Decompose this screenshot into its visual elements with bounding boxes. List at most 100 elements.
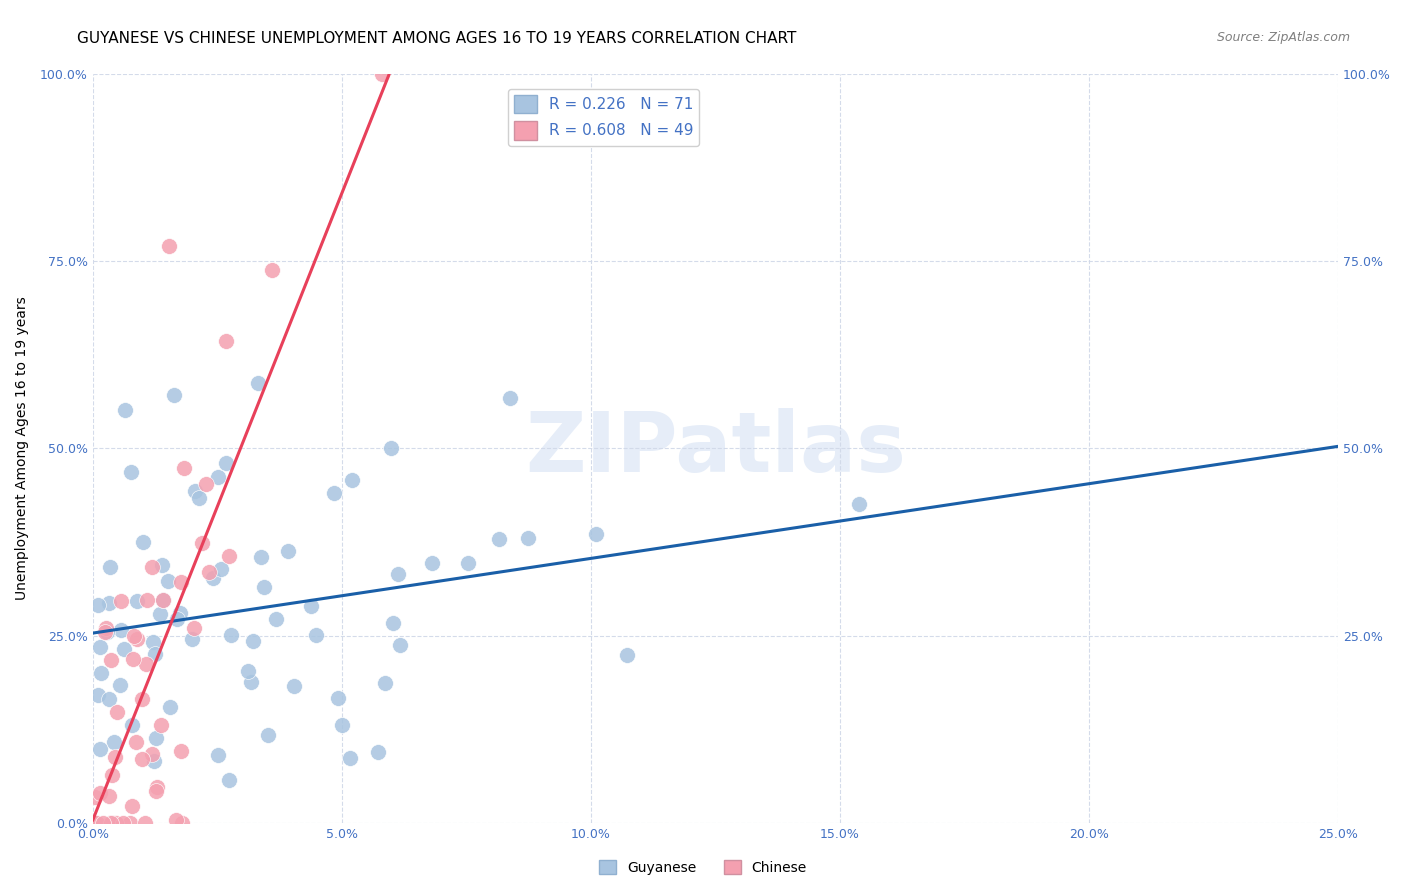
Point [215,456,238,470]
Point [159,700,181,714]
Point [100,815,122,830]
Point [152,593,174,607]
Point [98,789,121,803]
Legend: Guyanese, Chinese: Guyanese, Chinese [593,855,813,880]
Point [169,607,191,621]
Point [110,623,132,637]
Point [305,628,328,642]
Point [104,750,127,764]
Point [238,665,260,679]
Point [367,745,389,759]
Point [87,598,110,612]
Point [188,491,211,505]
Point [96,624,118,639]
Point [124,735,146,749]
Point [371,66,394,80]
Point [173,461,195,475]
Text: Source: ZipAtlas.com: Source: ZipAtlas.com [1216,31,1350,45]
Point [134,815,156,830]
Point [165,813,187,827]
Point [301,599,323,613]
Legend: R = 0.226   N = 71, R = 0.608   N = 49: R = 0.226 N = 71, R = 0.608 N = 49 [508,88,699,145]
Point [93,815,115,830]
Point [135,657,157,671]
Point [118,815,141,830]
Point [100,653,122,667]
Point [585,527,607,541]
Point [207,748,229,763]
Point [90,666,112,681]
Point [283,679,305,693]
Point [87,688,110,702]
Point [219,628,242,642]
Point [380,441,402,455]
Point [86,815,108,830]
Point [457,556,479,570]
Point [132,535,155,549]
Point [163,388,186,402]
Point [198,565,221,579]
Point [110,594,132,608]
Point [207,469,229,483]
Text: ZIPatlas: ZIPatlas [524,408,905,489]
Point [157,239,180,253]
Point [141,747,163,761]
Point [616,648,638,662]
Point [93,625,115,640]
Point [89,742,111,756]
Point [141,559,163,574]
Point [98,596,121,610]
Point [517,531,540,545]
Point [242,634,264,648]
Point [499,392,522,406]
Point [145,731,167,746]
Point [330,718,353,732]
Point [389,638,412,652]
Point [247,376,270,391]
Point [98,692,121,706]
Point [84,789,107,804]
Point [98,559,121,574]
Point [143,648,166,662]
Point [145,784,167,798]
Point [381,616,404,631]
Point [240,674,263,689]
Point [214,334,236,348]
Point [131,752,153,766]
Point [131,692,153,706]
Text: GUYANESE VS CHINESE UNEMPLOYMENT AMONG AGES 16 TO 19 YEARS CORRELATION CHART: GUYANESE VS CHINESE UNEMPLOYMENT AMONG A… [77,31,797,46]
Point [94,621,117,635]
Point [89,786,111,800]
Point [249,549,271,564]
Point [183,483,205,498]
Point [149,607,172,621]
Point [136,592,159,607]
Point [181,632,204,646]
Point [277,543,299,558]
Point [339,751,361,765]
Point [150,558,173,573]
Point [111,815,134,830]
Point [170,744,193,758]
Y-axis label: Unemployment Among Ages 16 to 19 years: Unemployment Among Ages 16 to 19 years [15,297,30,600]
Point [101,768,124,782]
Point [104,815,127,830]
Point [143,754,166,768]
Point [202,571,225,585]
Point [112,641,135,656]
Point [172,815,194,830]
Point [125,632,148,646]
Point [121,718,143,732]
Point [122,652,145,666]
Point [848,497,870,511]
Point [108,678,131,692]
Point [84,815,107,830]
Point [195,476,218,491]
Point [322,485,344,500]
Point [191,535,214,549]
Point [387,567,409,582]
Point [326,690,349,705]
Point [100,815,122,830]
Point [127,594,149,608]
Point [170,574,193,589]
